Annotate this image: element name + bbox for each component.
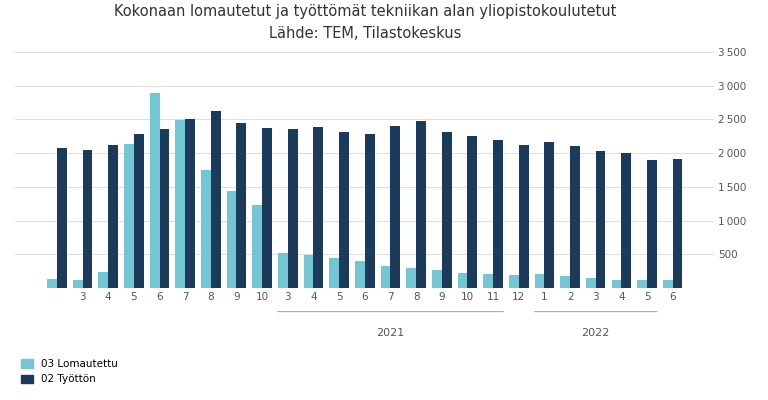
Bar bbox=[253, 205, 262, 288]
Bar bbox=[637, 280, 647, 288]
Bar bbox=[355, 261, 365, 288]
Bar bbox=[406, 268, 416, 288]
Bar bbox=[57, 148, 67, 288]
Bar bbox=[483, 274, 493, 288]
Bar bbox=[108, 145, 118, 288]
Bar bbox=[663, 280, 673, 288]
Bar bbox=[416, 120, 426, 288]
Bar bbox=[98, 272, 108, 288]
Bar bbox=[442, 132, 452, 288]
Bar bbox=[185, 119, 195, 288]
Bar bbox=[647, 160, 657, 288]
Bar bbox=[82, 150, 92, 288]
Bar bbox=[570, 146, 580, 288]
Bar bbox=[493, 140, 503, 288]
Bar bbox=[329, 258, 339, 288]
Bar bbox=[468, 136, 477, 288]
Text: 2021: 2021 bbox=[376, 328, 405, 338]
Bar bbox=[621, 154, 631, 288]
Bar bbox=[535, 274, 545, 288]
Bar bbox=[134, 134, 144, 288]
Bar bbox=[458, 273, 468, 288]
Bar bbox=[303, 255, 313, 288]
Bar bbox=[150, 93, 160, 288]
Text: 2022: 2022 bbox=[581, 328, 610, 338]
Bar bbox=[288, 129, 297, 288]
Bar bbox=[339, 132, 349, 288]
Bar bbox=[73, 280, 82, 288]
Bar bbox=[518, 145, 528, 288]
Bar bbox=[596, 150, 605, 288]
Bar bbox=[211, 111, 220, 288]
Bar bbox=[365, 134, 375, 288]
Bar bbox=[561, 276, 570, 288]
Bar bbox=[586, 278, 596, 288]
Bar bbox=[262, 128, 272, 288]
Bar bbox=[509, 275, 518, 288]
Legend: 03 Lomautettu, 02 Työttön: 03 Lomautettu, 02 Työttön bbox=[21, 359, 118, 384]
Bar bbox=[545, 142, 554, 288]
Bar bbox=[390, 126, 400, 288]
Bar bbox=[313, 128, 323, 288]
Bar bbox=[124, 144, 134, 288]
Bar bbox=[237, 123, 247, 288]
Bar bbox=[175, 120, 185, 288]
Title: Kokonaan lomautetut ja työttömät tekniikan alan yliopistokoulutetut
Lähde: TEM, : Kokonaan lomautetut ja työttömät tekniik… bbox=[114, 4, 616, 41]
Bar bbox=[201, 170, 211, 288]
Bar bbox=[611, 280, 621, 288]
Bar bbox=[227, 191, 237, 288]
Bar bbox=[47, 279, 57, 288]
Bar bbox=[278, 253, 288, 288]
Bar bbox=[381, 266, 390, 288]
Bar bbox=[160, 130, 169, 288]
Bar bbox=[673, 159, 683, 288]
Bar bbox=[432, 270, 442, 288]
